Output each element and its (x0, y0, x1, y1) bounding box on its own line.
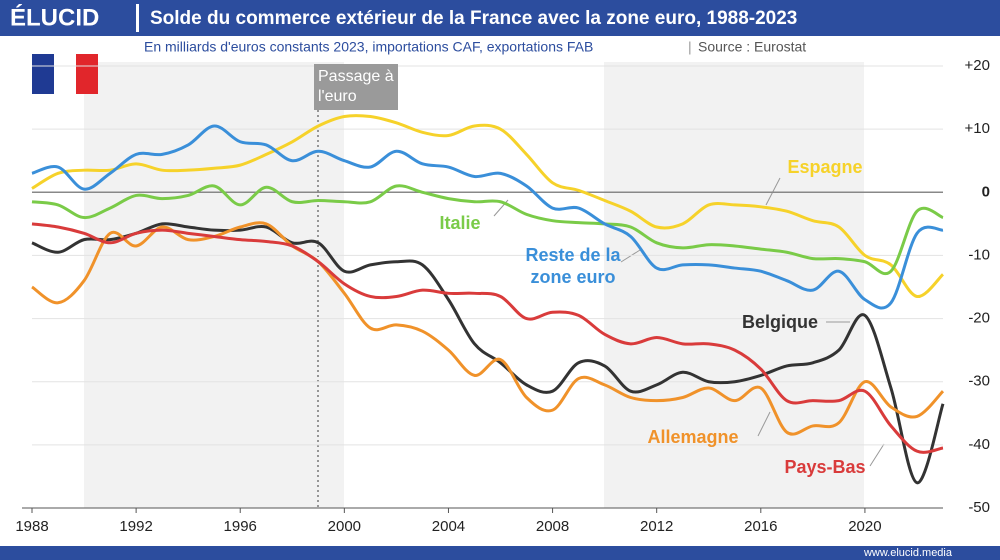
y-tick-label: 0 (982, 183, 990, 200)
series-line (31, 221, 945, 436)
footer-bar (0, 546, 1000, 560)
series-line (31, 114, 945, 298)
y-tick-label: -20 (968, 310, 990, 327)
y-tick-label: -50 (968, 499, 990, 516)
y-tick-label: +20 (965, 57, 990, 74)
subtitle: En milliards d'euros constants 2023, imp… (144, 39, 593, 55)
x-tick-label: 1996 (224, 518, 257, 535)
x-tick-label: 2000 (328, 518, 361, 535)
series-line (31, 124, 944, 310)
header-divider (136, 4, 139, 32)
x-tick-label: 1992 (119, 518, 152, 535)
x-tick-label: 2016 (744, 518, 777, 535)
series-line (31, 184, 944, 276)
footer: www.elucid.media (863, 547, 953, 559)
series-label: Italie (439, 213, 481, 233)
x-tick-label: 2020 (848, 518, 881, 535)
y-tick-label: -10 (968, 246, 990, 263)
source: Source : Eurostat (698, 39, 806, 55)
leaders (493, 177, 885, 467)
chart-title: Solde du commerce extérieur de la France… (150, 8, 797, 29)
flag (32, 54, 98, 94)
series-label: Espagne (787, 157, 863, 177)
separator: | (688, 39, 692, 55)
logo: ÉLUCID (10, 3, 99, 31)
y-tick-label: -40 (968, 436, 990, 453)
x-tick-label: 2012 (640, 518, 673, 535)
series-label: Allemagne (647, 427, 739, 447)
x-tick-label: 1988 (15, 518, 48, 535)
annotation: Passage à l'euro (314, 64, 398, 110)
series-line (31, 222, 944, 454)
series-label: Belgique (741, 312, 818, 332)
series-label: Reste de la zone euro (525, 245, 621, 287)
series-label: Pays-Bas (784, 457, 866, 477)
y-tick-label: -30 (968, 373, 990, 390)
x-tick-label: 2008 (536, 518, 569, 535)
x-tick-label: 2004 (432, 518, 465, 535)
y-tick-label: +10 (965, 120, 990, 137)
header-bar (0, 0, 1000, 36)
